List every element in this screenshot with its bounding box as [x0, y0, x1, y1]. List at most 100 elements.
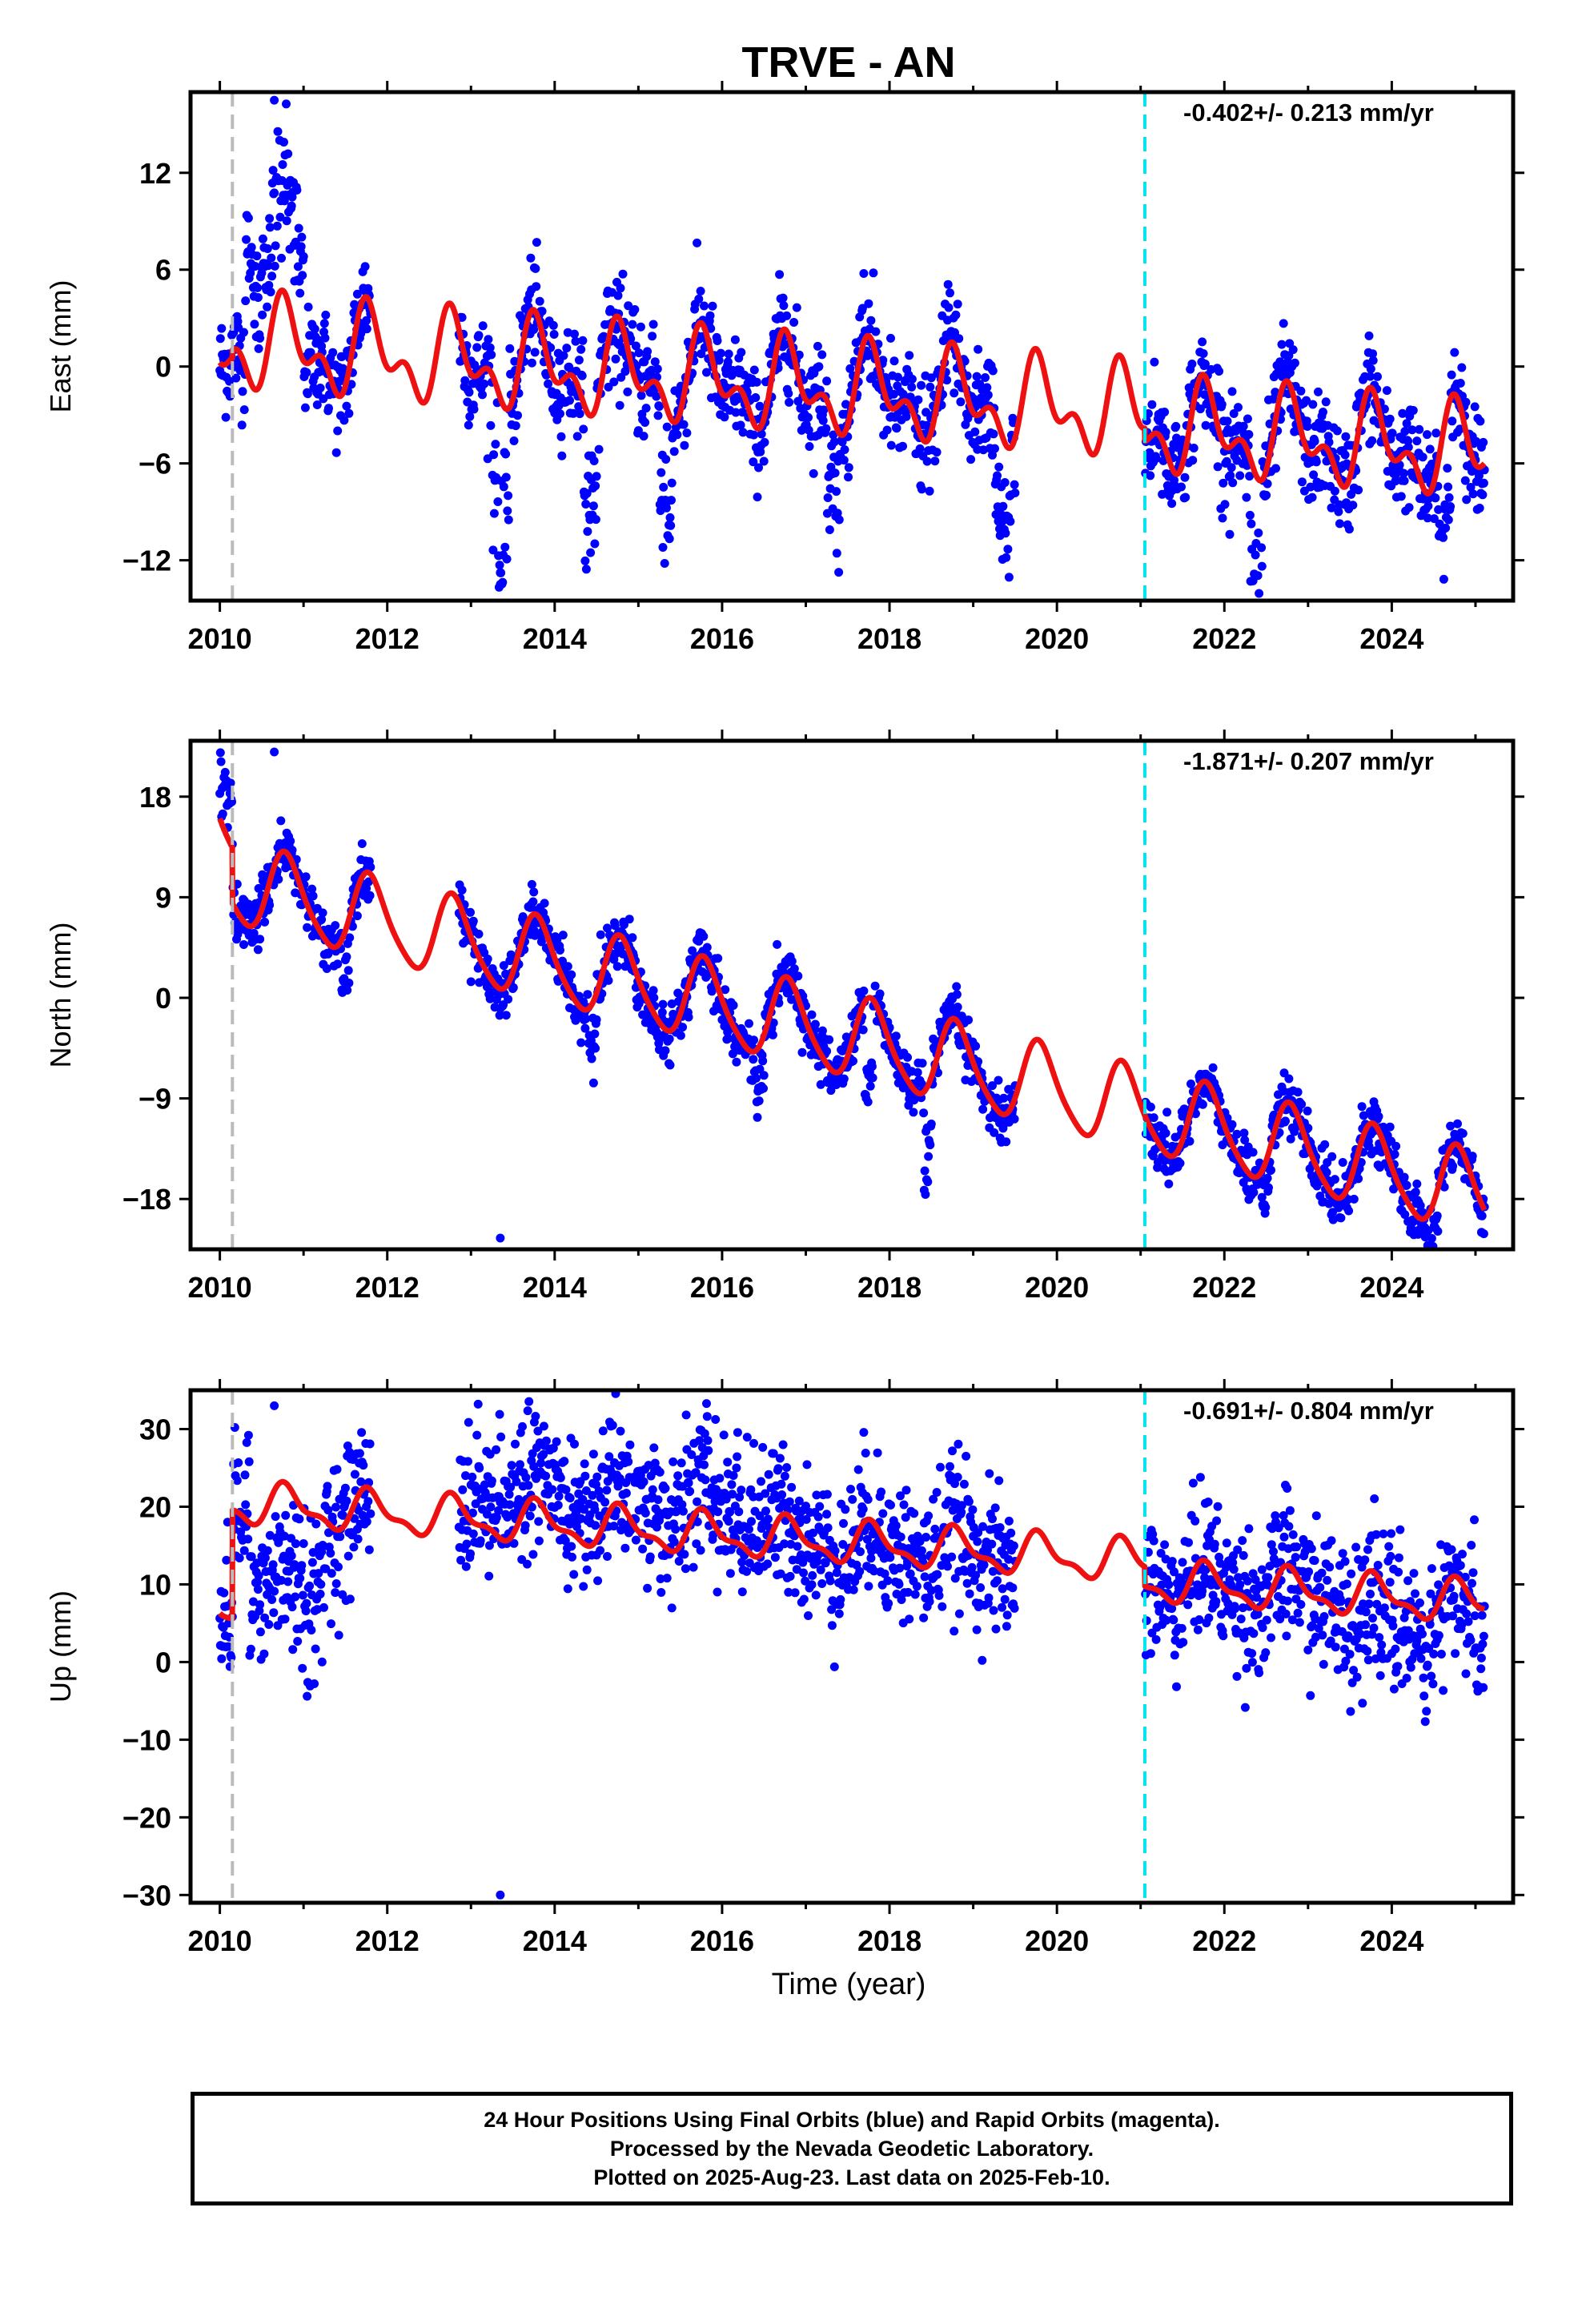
data-point: [864, 1582, 873, 1591]
data-point: [280, 1614, 290, 1624]
data-point: [794, 350, 804, 360]
data-points: [215, 747, 1489, 1270]
data-point: [676, 1031, 685, 1040]
data-point: [839, 1518, 848, 1528]
data-point: [591, 1521, 600, 1530]
data-point: [608, 1421, 617, 1430]
data-point: [237, 420, 247, 430]
data-point: [1402, 1180, 1411, 1190]
data-point: [602, 1486, 612, 1495]
data-point: [667, 478, 677, 488]
data-point: [863, 1097, 873, 1107]
data-point: [504, 491, 513, 501]
data-point: [487, 1476, 496, 1486]
data-point: [1000, 1594, 1010, 1604]
data-point: [557, 451, 567, 460]
data-point: [362, 883, 371, 893]
data-point: [640, 418, 650, 427]
data-point: [893, 372, 902, 382]
data-point: [983, 390, 993, 400]
data-point: [307, 1626, 316, 1634]
data-point: [778, 1440, 788, 1449]
data-point: [255, 1627, 265, 1637]
data-point: [334, 1630, 343, 1640]
data-point: [353, 1534, 363, 1544]
data-point: [956, 397, 966, 407]
data-point: [655, 402, 664, 411]
data-point: [628, 933, 637, 943]
data-point: [558, 931, 568, 940]
data-point: [856, 1547, 865, 1557]
data-point: [317, 915, 327, 924]
data-point: [485, 343, 495, 352]
data-point: [366, 862, 375, 872]
data-point: [964, 1015, 974, 1025]
data-point: [763, 1514, 773, 1524]
data-point: [293, 262, 303, 271]
data-point: [521, 1473, 531, 1482]
data-point: [631, 1535, 640, 1545]
data-point: [315, 1590, 325, 1598]
data-point: [609, 377, 619, 387]
data-point: [1162, 1108, 1172, 1117]
data-point: [331, 1502, 340, 1512]
data-point: [618, 269, 628, 279]
data-point: [342, 401, 351, 411]
data-point: [844, 472, 853, 482]
data-point: [636, 322, 645, 332]
data-point: [966, 455, 976, 464]
data-point: [1215, 367, 1224, 376]
data-point: [1423, 430, 1431, 440]
data-point: [737, 348, 746, 357]
data-point: [292, 185, 302, 195]
data-point: [645, 1552, 655, 1562]
data-point: [591, 481, 600, 491]
data-point: [523, 1559, 532, 1569]
data-point: [532, 238, 541, 247]
data-point: [524, 1481, 533, 1490]
data-point: [298, 271, 307, 280]
data-point: [732, 1057, 741, 1067]
data-point: [660, 559, 669, 568]
data-point: [1178, 1558, 1187, 1567]
data-point: [1324, 437, 1334, 447]
data-point: [1164, 1179, 1174, 1188]
data-point: [972, 372, 982, 381]
data-point: [1186, 1080, 1195, 1088]
data-point: [466, 1549, 475, 1558]
data-point: [1151, 1634, 1161, 1644]
data-point: [655, 1467, 665, 1477]
data-point: [1443, 515, 1453, 525]
data-point: [793, 1542, 802, 1551]
data-point: [552, 1437, 561, 1446]
data-point: [337, 352, 347, 361]
data-point: [785, 1497, 794, 1506]
data-point: [891, 1521, 901, 1530]
data-point: [1195, 404, 1205, 414]
data-point: [311, 1644, 320, 1654]
data-point: [328, 348, 338, 357]
data-point: [978, 1104, 988, 1114]
data-point: [1256, 615, 1265, 624]
data-point: [1227, 1120, 1237, 1129]
data-point: [865, 1081, 875, 1091]
data-point: [994, 1476, 1004, 1486]
data-point: [985, 1469, 994, 1478]
data-point: [332, 1465, 342, 1474]
data-point: [269, 1608, 279, 1618]
data-point: [737, 1486, 746, 1495]
data-point: [1147, 400, 1157, 409]
data-point: [804, 1611, 813, 1620]
data-point: [270, 747, 279, 757]
data-point: [270, 95, 279, 105]
data-point: [1422, 1261, 1431, 1270]
data-point: [464, 1457, 472, 1466]
data-point: [923, 1177, 933, 1187]
data-point: [915, 444, 925, 453]
data-point: [1001, 529, 1010, 538]
data-point: [582, 1565, 592, 1574]
data-point: [218, 809, 227, 818]
data-point: [307, 1558, 317, 1567]
data-point: [942, 376, 952, 385]
data-point: [1146, 471, 1155, 480]
